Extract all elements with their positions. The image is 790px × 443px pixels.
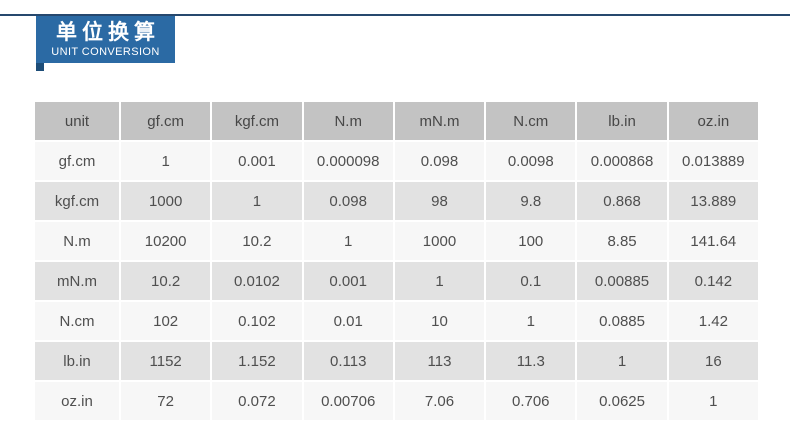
value-cell: 0.0102 (212, 262, 302, 300)
value-cell: 7.06 (394, 382, 485, 420)
value-cell: 11.3 (486, 342, 576, 380)
conversion-table: unit gf.cm kgf.cm N.m mN.m N.cm lb.in oz.in gf.… (33, 100, 760, 422)
value-cell: 102 (121, 302, 211, 340)
value-cell: 0.01 (303, 302, 393, 340)
table-row: lb.in 1152 1.152 0.113 113 11.3 1 16 (35, 342, 758, 380)
value-cell: 1 (212, 182, 302, 220)
value-cell: 0.098 (394, 142, 485, 180)
row-unit-cell: N.m (35, 222, 119, 260)
value-cell: 0.102 (212, 302, 302, 340)
value-cell: 1 (121, 142, 211, 180)
column-header: gf.cm (121, 102, 211, 140)
value-cell: 0.00706 (303, 382, 393, 420)
value-cell: 1 (486, 302, 576, 340)
value-cell: 0.00885 (577, 262, 667, 300)
value-cell: 1000 (121, 182, 211, 220)
ribbon-fold (36, 63, 44, 71)
column-header: N.m (303, 102, 393, 140)
value-cell: 72 (121, 382, 211, 420)
value-cell: 0.868 (577, 182, 667, 220)
value-cell: 0.0885 (577, 302, 667, 340)
value-cell: 113 (394, 342, 485, 380)
value-cell: 0.113 (303, 342, 393, 380)
value-cell: 98 (394, 182, 485, 220)
value-cell: 0.000868 (577, 142, 667, 180)
column-header: unit (35, 102, 119, 140)
value-cell: 1.152 (212, 342, 302, 380)
value-cell: 1.42 (668, 302, 758, 340)
value-cell: 9.8 (486, 182, 576, 220)
column-header: lb.in (577, 102, 667, 140)
column-header: kgf.cm (212, 102, 302, 140)
value-cell: 10 (394, 302, 485, 340)
table-header-row: unit gf.cm kgf.cm N.m mN.m N.cm lb.in oz.in (35, 102, 758, 140)
value-cell: 1152 (121, 342, 211, 380)
value-cell: 0.098 (303, 182, 393, 220)
table-body: gf.cm 1 0.001 0.000098 0.098 0.0098 0.000868 0.… (35, 142, 758, 420)
section-title-zh: 单位换算 (56, 20, 160, 44)
section-title-en: UNIT CONVERSION (51, 46, 160, 59)
value-cell: 10200 (121, 222, 211, 260)
value-cell: 141.64 (668, 222, 758, 260)
value-cell: 1000 (394, 222, 485, 260)
row-unit-cell: mN.m (35, 262, 119, 300)
table-row: N.cm 102 0.102 0.01 10 1 0.0885 1.42 (35, 302, 758, 340)
row-unit-cell: lb.in (35, 342, 119, 380)
table-row: oz.in 72 0.072 0.00706 7.06 0.706 0.0625 1 (35, 382, 758, 420)
value-cell: 10.2 (212, 222, 302, 260)
value-cell: 0.072 (212, 382, 302, 420)
column-header: oz.in (668, 102, 758, 140)
value-cell: 13.889 (668, 182, 758, 220)
column-header: mN.m (394, 102, 485, 140)
table-row: N.m 10200 10.2 1 1000 100 8.85 141.64 (35, 222, 758, 260)
column-header: N.cm (486, 102, 576, 140)
section-header-ribbon: 单位换算 UNIT CONVERSION (36, 16, 175, 63)
row-unit-cell: gf.cm (35, 142, 119, 180)
value-cell: 0.1 (486, 262, 576, 300)
value-cell: 1 (668, 382, 758, 420)
row-unit-cell: N.cm (35, 302, 119, 340)
value-cell: 0.0625 (577, 382, 667, 420)
value-cell: 0.706 (486, 382, 576, 420)
table-row: kgf.cm 1000 1 0.098 98 9.8 0.868 13.889 (35, 182, 758, 220)
value-cell: 8.85 (577, 222, 667, 260)
table-head: unit gf.cm kgf.cm N.m mN.m N.cm lb.in oz.in (35, 102, 758, 140)
row-unit-cell: kgf.cm (35, 182, 119, 220)
table-row: gf.cm 1 0.001 0.000098 0.098 0.0098 0.000868 0.… (35, 142, 758, 180)
value-cell: 0.013889 (668, 142, 758, 180)
table-row: mN.m 10.2 0.0102 0.001 1 0.1 0.00885 0.142 (35, 262, 758, 300)
value-cell: 1 (303, 222, 393, 260)
value-cell: 1 (394, 262, 485, 300)
value-cell: 1 (577, 342, 667, 380)
header-rule (0, 14, 790, 16)
value-cell: 0.0098 (486, 142, 576, 180)
value-cell: 0.000098 (303, 142, 393, 180)
value-cell: 0.001 (212, 142, 302, 180)
row-unit-cell: oz.in (35, 382, 119, 420)
value-cell: 16 (668, 342, 758, 380)
value-cell: 0.142 (668, 262, 758, 300)
value-cell: 0.001 (303, 262, 393, 300)
value-cell: 10.2 (121, 262, 211, 300)
value-cell: 100 (486, 222, 576, 260)
